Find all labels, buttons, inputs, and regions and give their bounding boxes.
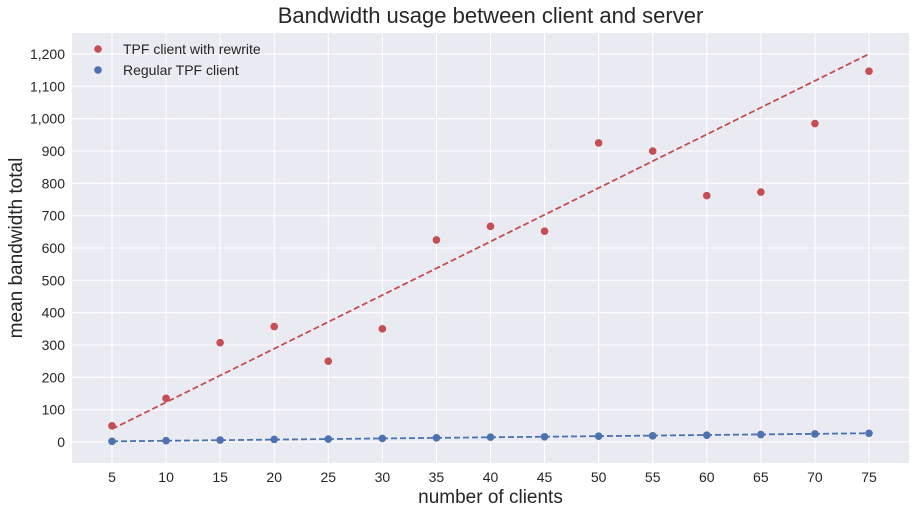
data-point-series-0 xyxy=(757,188,765,196)
x-tick-label: 30 xyxy=(375,469,391,485)
data-point-series-1 xyxy=(811,430,819,438)
x-tick-label: 35 xyxy=(429,469,445,485)
chart-title: Bandwidth usage between client and serve… xyxy=(278,3,704,28)
data-point-series-0 xyxy=(270,322,279,331)
x-tick-label: 70 xyxy=(807,469,823,485)
data-point-series-1 xyxy=(540,433,549,441)
data-point-series-1 xyxy=(702,431,711,439)
y-tick-label: 800 xyxy=(42,175,66,191)
data-point-series-1 xyxy=(270,435,279,444)
legend-marker-regular-tpf xyxy=(94,66,102,74)
data-point-series-0 xyxy=(432,236,441,244)
data-point-series-0 xyxy=(702,191,711,200)
y-tick-labels: 0 100 200 300 400 500 600 700 800 900 1,000 1,100 1,… xyxy=(30,46,65,450)
y-tick-label: 400 xyxy=(42,305,66,321)
data-point-series-1 xyxy=(594,432,603,440)
y-tick-label: 600 xyxy=(42,240,66,256)
data-point-series-0 xyxy=(486,222,495,231)
data-point-series-1 xyxy=(216,436,224,444)
x-tick-label: 10 xyxy=(158,469,174,485)
y-tick-label: 0 xyxy=(57,434,65,450)
data-point-series-1 xyxy=(486,433,495,441)
data-point-series-0 xyxy=(162,394,170,403)
x-tick-label: 55 xyxy=(645,469,661,485)
legend-label-tpf-rewrite: TPF client with rewrite xyxy=(123,41,261,57)
y-tick-label: 1,100 xyxy=(30,78,65,94)
x-tick-label: 45 xyxy=(537,469,553,485)
legend-marker-tpf-rewrite xyxy=(94,45,102,53)
data-point-series-0 xyxy=(108,422,116,430)
x-tick-labels: 5 10 15 20 25 30 35 40 45 50 55 60 65 70 75 xyxy=(108,469,877,485)
data-point-series-1 xyxy=(432,433,441,442)
x-tick-label: 60 xyxy=(699,469,715,485)
data-point-series-0 xyxy=(378,325,387,333)
x-tick-label: 40 xyxy=(483,469,499,485)
data-point-series-1 xyxy=(324,435,333,443)
data-point-series-1 xyxy=(108,437,116,446)
x-tick-label: 65 xyxy=(753,469,769,485)
data-point-series-0 xyxy=(865,67,873,75)
data-point-series-0 xyxy=(811,119,819,128)
legend: TPF client with rewrite Regular TPF clie… xyxy=(94,41,261,78)
data-point-series-1 xyxy=(757,430,765,439)
y-tick-label: 1,200 xyxy=(30,46,65,62)
x-tick-label: 5 xyxy=(108,469,116,485)
x-tick-label: 15 xyxy=(212,469,228,485)
y-tick-label: 500 xyxy=(42,272,66,288)
y-tick-label: 100 xyxy=(42,402,66,418)
x-tick-label: 25 xyxy=(321,469,337,485)
data-points xyxy=(108,67,873,446)
data-point-series-0 xyxy=(324,357,333,365)
y-tick-label: 1,000 xyxy=(30,111,65,127)
data-point-series-1 xyxy=(865,429,873,438)
trend-line-0 xyxy=(111,53,870,430)
x-tick-label: 75 xyxy=(861,469,877,485)
y-tick-label: 700 xyxy=(42,208,66,224)
x-axis-title: number of clients xyxy=(418,487,563,508)
y-tick-label: 200 xyxy=(42,369,66,385)
data-point-series-1 xyxy=(378,434,387,443)
y-tick-label: 300 xyxy=(42,337,66,353)
grid-lines xyxy=(72,33,909,463)
data-point-series-0 xyxy=(648,147,657,155)
x-tick-label: 50 xyxy=(591,469,607,485)
x-tick-label: 20 xyxy=(266,469,282,485)
legend-label-regular-tpf: Regular TPF client xyxy=(123,62,239,78)
data-point-series-0 xyxy=(540,227,549,235)
data-point-series-1 xyxy=(648,432,657,440)
data-point-series-0 xyxy=(594,139,603,147)
data-point-series-1 xyxy=(162,436,170,445)
y-tick-label: 900 xyxy=(42,143,66,159)
y-axis-title: mean bandwidth total xyxy=(6,158,27,339)
data-point-series-0 xyxy=(216,338,224,347)
